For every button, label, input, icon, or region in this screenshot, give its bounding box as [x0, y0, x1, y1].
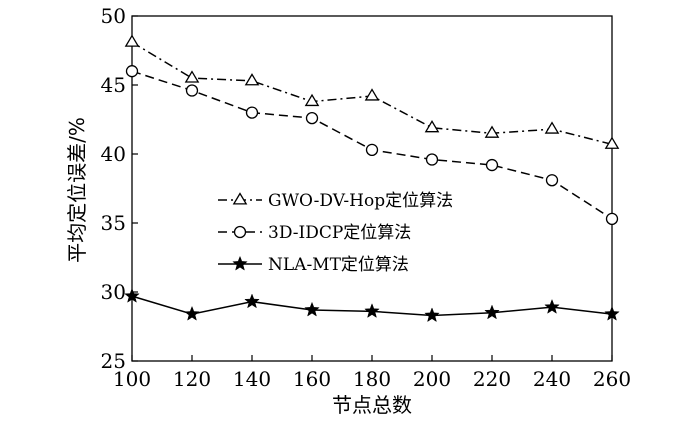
legend-item: NLA-MT定位算法	[218, 255, 409, 275]
data-point	[364, 303, 380, 318]
legend-label: GWO-DV-Hop定位算法	[268, 191, 453, 211]
data-point	[604, 305, 620, 321]
data-point	[125, 65, 139, 78]
y-axis-title: 平均定位误差/%	[65, 117, 89, 263]
data-point	[544, 121, 560, 134]
data-point	[485, 158, 499, 172]
x-tick-label: 260	[593, 367, 631, 391]
y-tick-label: 25	[101, 349, 126, 373]
series-1	[124, 34, 620, 149]
data-point	[124, 34, 140, 47]
data-point	[425, 153, 439, 166]
data-point	[184, 70, 200, 83]
data-point	[424, 120, 440, 133]
x-axis-title: 节点总数	[332, 393, 412, 417]
data-point	[365, 143, 379, 157]
data-point	[484, 125, 500, 138]
data-point	[244, 293, 260, 309]
data-point	[124, 287, 140, 303]
legend-label: NLA-MT定位算法	[268, 255, 409, 275]
x-tick-label: 180	[353, 367, 391, 391]
x-axis: 100 120 140 160 180 200 220 240 260	[113, 355, 631, 391]
legend-marker	[232, 255, 248, 271]
series-layer	[124, 34, 620, 323]
series-2	[125, 65, 619, 226]
x-tick-label: 240	[533, 367, 571, 391]
data-point	[245, 106, 259, 119]
series-3	[124, 287, 620, 323]
x-tick-label: 100	[113, 367, 151, 391]
x-tick-label: 220	[473, 367, 511, 391]
y-tick-label: 35	[101, 211, 126, 235]
y-tick-label: 45	[101, 73, 126, 97]
x-tick-label: 120	[173, 367, 211, 391]
data-point	[304, 93, 320, 107]
y-tick-label: 50	[101, 4, 126, 28]
data-point	[304, 301, 320, 317]
x-tick-label: 140	[233, 367, 271, 391]
legend-item: 3D-IDCP定位算法	[218, 223, 411, 243]
data-point	[484, 304, 500, 320]
data-point	[604, 136, 620, 149]
y-tick-label: 30	[101, 280, 126, 304]
data-point	[424, 307, 440, 323]
data-point	[184, 305, 200, 321]
y-tick-label: 40	[101, 142, 126, 166]
legend: GWO-DV-Hop定位算法 3D-IDCP定位算法 NLA-MT定位算法	[218, 191, 453, 275]
data-point	[244, 73, 260, 86]
legend-item: GWO-DV-Hop定位算法	[218, 191, 453, 211]
legend-marker	[232, 192, 248, 205]
data-point	[544, 298, 560, 314]
legend-marker	[233, 225, 247, 239]
x-tick-label: 200	[413, 367, 451, 391]
data-point	[545, 174, 559, 187]
y-axis: 25 30 35 40 45 50	[101, 4, 138, 373]
legend-label: 3D-IDCP定位算法	[268, 223, 411, 243]
data-point	[185, 84, 199, 97]
data-point	[605, 212, 619, 226]
x-tick-label: 160	[293, 367, 331, 391]
data-point	[305, 111, 319, 125]
data-point	[364, 88, 380, 101]
